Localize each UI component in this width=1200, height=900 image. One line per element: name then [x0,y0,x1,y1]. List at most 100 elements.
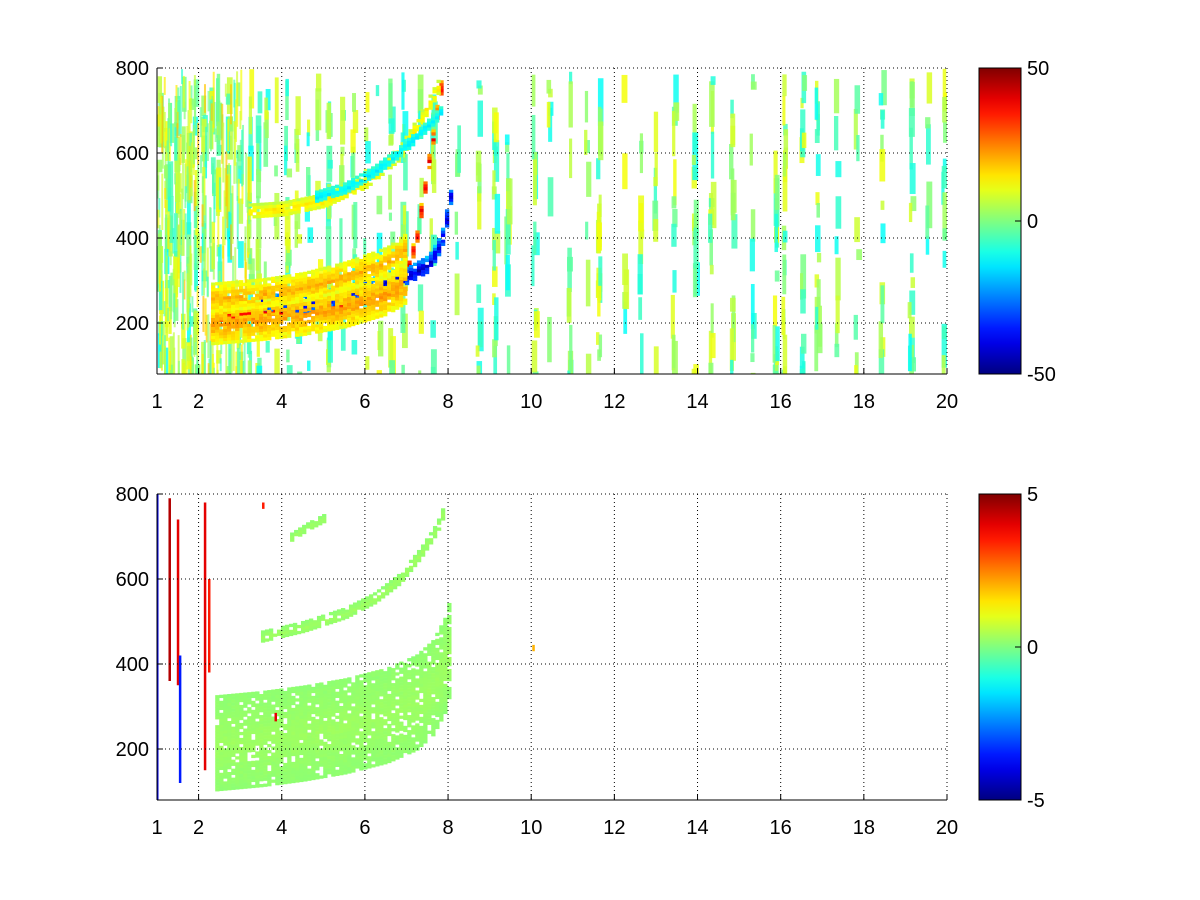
noise-cell [598,256,603,303]
band-cell [424,113,429,118]
band-cell [259,742,264,746]
band-cell [324,619,330,623]
band-cell [259,748,264,752]
band-cell [359,734,364,738]
band-cell [423,695,428,699]
band-cell [332,616,338,620]
band-cell [435,638,440,643]
band-cell [300,629,306,634]
band-cell [335,733,340,737]
noise-cell [339,218,343,266]
band-cell [408,264,414,269]
band-cell [287,705,292,709]
band-cell [291,764,296,769]
band-cell [431,643,436,647]
band-cell [399,292,404,296]
band-cell [375,679,380,683]
band-cell [363,730,368,734]
band-cell [364,596,370,600]
band-cell [287,771,292,775]
band-cell [363,712,368,716]
band-cell [327,771,332,775]
band-cell [235,324,240,329]
band-cell [287,702,292,706]
noise-cell [475,150,482,182]
band-cell [303,329,308,333]
noise-cell [492,266,498,287]
noise-cell [264,110,269,120]
noise-cell [419,177,424,198]
band-cell [267,729,272,733]
band-cell [327,690,332,694]
noise-cell [781,296,786,336]
band-cell [403,262,408,266]
band-cell [360,604,366,608]
band-cell [387,699,392,704]
band-cell [319,267,324,271]
band-cell [371,175,376,179]
band-cell [339,723,344,728]
band-cell [295,303,300,307]
noise-cell [207,314,210,359]
noise-cell [166,140,169,153]
band-cell [267,777,272,781]
noise-cell [799,346,805,369]
band-cell [415,233,420,237]
band-cell [412,125,417,129]
band-cell [307,762,312,766]
band-cell [279,332,284,336]
noise-cell [853,108,858,150]
band-cell [331,288,336,292]
band-cell [255,781,260,785]
band-cell [332,610,338,614]
band-cell [295,761,300,765]
band-cell [287,735,292,739]
band-cell [255,703,260,707]
band-cell [363,700,368,704]
band-cell [263,334,268,338]
band-cell [375,730,380,734]
band-cell [379,254,384,259]
band-cell [259,751,264,755]
band-cell [311,328,316,332]
band-cell [371,295,376,300]
band-cell [227,727,232,731]
noise-cell [878,93,884,106]
noise-cell [340,96,346,145]
noise-cell [750,81,757,90]
noise-cell [494,193,501,234]
band-cell [259,784,264,788]
band-cell [367,714,372,718]
band-cell [223,313,228,318]
noise-cell [417,284,424,312]
band-cell [368,600,374,604]
noise-cell [233,121,236,132]
band-cell [383,289,388,293]
band-cell [343,313,348,317]
noise-cell [191,360,194,374]
band-cell [383,740,388,744]
band-cell [219,311,224,315]
band-cell [271,740,276,744]
spike-mark [178,655,182,783]
band-cell [347,309,352,313]
noise-cell [326,102,332,140]
band-cell [312,194,317,199]
band-cell [375,166,380,170]
band-cell [271,779,276,783]
band-cell [367,699,372,703]
band-cell [351,688,356,692]
band-cell [263,759,268,763]
band-cell [327,271,332,275]
band-cell [308,207,313,212]
band-cell [399,289,404,293]
band-cell [283,723,288,728]
band-cell [423,689,428,693]
band-cell [371,172,376,176]
band-cell [271,716,276,720]
band-cell [367,171,372,175]
band-cell [344,615,350,619]
band-cell [299,721,304,726]
band-cell [319,757,324,761]
band-cell [219,739,224,744]
